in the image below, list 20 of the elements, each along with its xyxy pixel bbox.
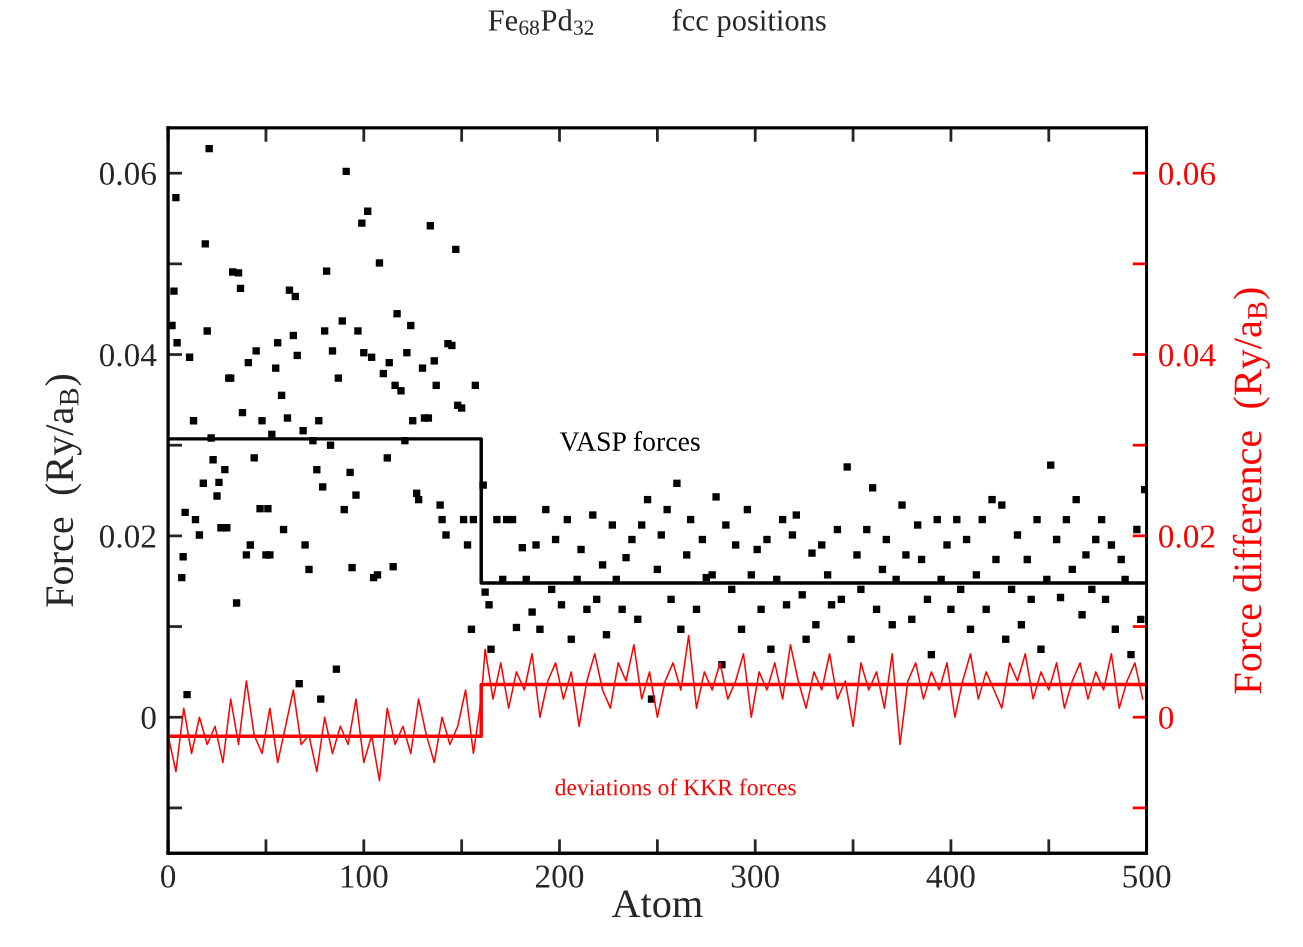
y-axis-title: Force (Ry/a$_{B}$)	[44, 374, 82, 607]
text: VASP forces	[559, 431, 700, 452]
x-tick-label: 0	[161, 865, 176, 888]
x-tick-label: 500	[1123, 865, 1171, 888]
y2-tick-label: 0.06	[1159, 162, 1216, 186]
x-tick-label: 400	[926, 865, 975, 888]
y2-tick-label: 0	[1159, 706, 1174, 730]
x-axis-title: Atom	[611, 890, 703, 918]
text: deviations of KKR forces	[555, 778, 796, 796]
x-tick-label: 100	[341, 865, 388, 888]
y-tick-label: 0.06	[99, 162, 156, 186]
y2-tick-label: 0.02	[1159, 525, 1215, 548]
y-tick-label: 0.04	[99, 343, 157, 367]
chart-title: Fe$_{68}$Pd$_{32}$ fcc positions	[488, 8, 826, 37]
y-tick-label: 0.02	[99, 525, 156, 548]
x-tick-label: 300	[731, 865, 779, 888]
y-tick-label: 0	[141, 706, 156, 730]
y2-axis-title: Force difference (Ry/a$_{B}$)	[1232, 288, 1270, 694]
x-tick-label: 200	[535, 865, 584, 888]
y2-tick-label: 0.04	[1159, 343, 1216, 367]
